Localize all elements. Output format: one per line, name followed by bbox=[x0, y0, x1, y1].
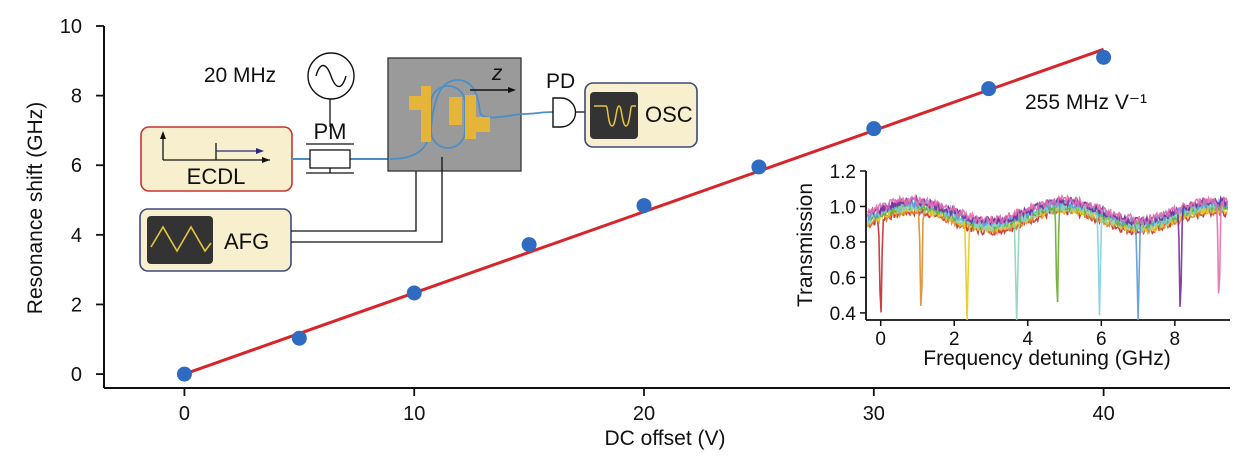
inset-y-tick-label: 0.4 bbox=[830, 304, 857, 325]
triangle-wave-icon bbox=[150, 225, 212, 253]
photodetector bbox=[552, 97, 577, 128]
x-tick-label: 20 bbox=[633, 403, 655, 425]
data-point bbox=[1096, 49, 1112, 65]
data-point bbox=[866, 121, 882, 137]
inset-x-tick-label: 8 bbox=[1170, 329, 1181, 350]
inset-y-tick-label: 0.8 bbox=[830, 233, 856, 254]
inset-x-tick-label: 4 bbox=[1022, 329, 1033, 350]
data-point bbox=[291, 330, 307, 346]
inset-x-ticks: 0 2 4 6 8 bbox=[875, 320, 1180, 350]
y-tick-label: 0 bbox=[71, 364, 82, 386]
afg-wire-2 bbox=[291, 157, 443, 243]
sine-wave-icon bbox=[315, 64, 347, 88]
inset-y-tick-label: 1.0 bbox=[830, 197, 856, 218]
data-points bbox=[176, 49, 1112, 382]
inset-x-axis-label: Frequency detuning (GHz) bbox=[923, 347, 1170, 370]
pd-label: PD bbox=[546, 70, 575, 93]
osc-label: OSC bbox=[645, 102, 693, 127]
x-tick-label: 10 bbox=[403, 403, 425, 425]
inset-x-tick-label: 2 bbox=[949, 329, 960, 350]
frequency-label: 20 MHz bbox=[204, 64, 276, 87]
afg-label: AFG bbox=[224, 229, 269, 254]
x-tick-label: 0 bbox=[179, 403, 190, 425]
z-axis-label: z bbox=[491, 62, 503, 85]
data-point bbox=[521, 237, 537, 253]
inset-y-axis-label: Transmission bbox=[794, 183, 817, 307]
data-point bbox=[176, 366, 192, 382]
data-point bbox=[636, 198, 652, 214]
data-point bbox=[981, 81, 997, 97]
y-tick-label: 2 bbox=[71, 294, 82, 316]
dip-trace-icon bbox=[594, 105, 636, 127]
ecdl-label: ECDL bbox=[187, 164, 246, 189]
y-tick-label: 4 bbox=[71, 225, 82, 247]
x-tick-label: 40 bbox=[1092, 403, 1114, 425]
data-point bbox=[751, 159, 767, 175]
slope-annotation: 255 MHz V⁻¹ bbox=[1025, 91, 1147, 114]
inset-traces bbox=[867, 193, 1229, 321]
x-ticks: 0 10 20 30 40 bbox=[179, 388, 1115, 425]
y-tick-label: 10 bbox=[60, 16, 82, 38]
inset-plot: 0 2 4 6 8 0.4 0.6 0.8 1.0 1.2 Frequency detuning… bbox=[794, 162, 1230, 370]
inset-x-tick-label: 6 bbox=[1096, 329, 1107, 350]
y-ticks: 0 2 4 6 8 10 bbox=[60, 16, 104, 386]
output-fiber bbox=[520, 111, 554, 115]
y-tick-label: 8 bbox=[71, 86, 82, 108]
x-axis-label: DC offset (V) bbox=[605, 427, 726, 450]
y-axis-label: Resonance shift (GHz) bbox=[24, 102, 47, 314]
afg-screen bbox=[147, 216, 213, 264]
x-tick-label: 30 bbox=[863, 403, 885, 425]
inset-y-tick-label: 1.2 bbox=[830, 162, 856, 183]
data-point bbox=[406, 285, 422, 301]
inset-y-ticks: 0.4 0.6 0.8 1.0 1.2 bbox=[830, 162, 866, 325]
inset-trace bbox=[867, 193, 1229, 294]
inset-y-tick-label: 0.6 bbox=[830, 268, 856, 289]
osc-screen bbox=[590, 92, 638, 139]
inset-x-tick-label: 0 bbox=[875, 329, 886, 350]
ecdl-axes-icon bbox=[160, 131, 270, 163]
y-tick-label: 6 bbox=[71, 155, 82, 177]
afg-wire-1 bbox=[291, 171, 417, 232]
setup-schematic: ECDL AFG PM 20 MHz z bbox=[139, 52, 698, 272]
phase-modulator bbox=[309, 149, 351, 169]
